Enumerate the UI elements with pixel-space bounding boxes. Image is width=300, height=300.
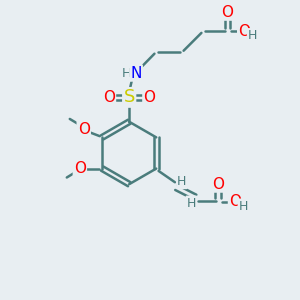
Text: H: H xyxy=(177,175,187,188)
Text: O: O xyxy=(229,194,241,209)
Text: H: H xyxy=(187,196,196,210)
Text: O: O xyxy=(143,90,155,105)
Text: H: H xyxy=(248,29,257,42)
Text: H: H xyxy=(238,200,248,212)
Text: O: O xyxy=(78,122,90,136)
Text: S: S xyxy=(124,88,135,106)
Text: H: H xyxy=(122,67,131,80)
Text: O: O xyxy=(238,24,250,39)
Text: O: O xyxy=(74,161,86,176)
Text: O: O xyxy=(221,4,233,20)
Text: O: O xyxy=(103,90,115,105)
Text: O: O xyxy=(212,176,224,191)
Text: N: N xyxy=(130,65,142,80)
